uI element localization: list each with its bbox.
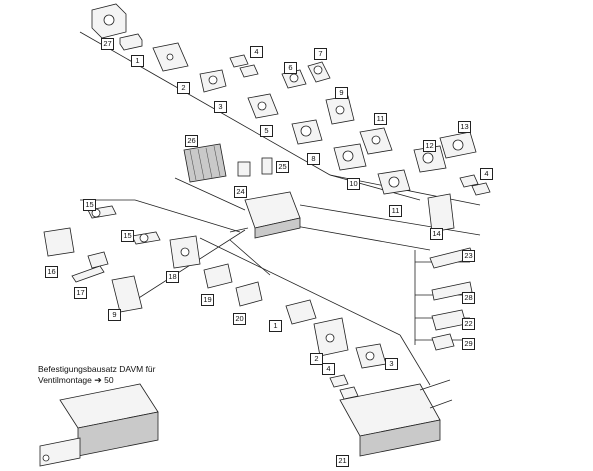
part-label-24: 24 (234, 186, 247, 198)
caption-page-ref: 50 (104, 375, 114, 385)
part-label-21: 21 (336, 455, 349, 467)
caption-line-2-text: Ventilmontage (38, 375, 92, 385)
part-label-27: 27 (101, 38, 114, 50)
part-label-28: 28 (462, 292, 475, 304)
part-label-2: 2 (177, 82, 190, 94)
part-label-25: 25 (276, 161, 289, 173)
part-label-13: 13 (458, 121, 471, 133)
part-label-9: 9 (108, 309, 121, 321)
part-label-1: 1 (131, 55, 144, 67)
part-label-6: 6 (284, 62, 297, 74)
part-label-29: 29 (462, 338, 475, 350)
part-label-7: 7 (314, 48, 327, 60)
part-label-9: 9 (335, 87, 348, 99)
part-label-20: 20 (233, 313, 246, 325)
part-label-22: 22 (462, 318, 475, 330)
part-label-4: 4 (250, 46, 263, 58)
part-label-2: 2 (310, 353, 323, 365)
part-label-16: 16 (45, 266, 58, 278)
part-label-19: 19 (201, 294, 214, 306)
part-shapes (39, 3, 491, 467)
part-label-17: 17 (74, 287, 87, 299)
part-label-18: 18 (166, 271, 179, 283)
part-label-4: 4 (480, 168, 493, 180)
part-label-3: 3 (214, 101, 227, 113)
part-label-15: 15 (83, 199, 96, 211)
part-label-26: 26 (185, 135, 198, 147)
part-label-23: 23 (462, 250, 475, 262)
mounting-kit-caption: Befestigungsbausatz DAVM für Ventilmonta… (38, 364, 198, 386)
arrow-right-icon: ➔ (94, 375, 102, 385)
part-label-5: 5 (260, 125, 273, 137)
part-label-3: 3 (385, 358, 398, 370)
caption-line-2: Ventilmontage ➔ 50 (38, 375, 198, 386)
caption-line-1: Befestigungsbausatz DAVM für (38, 364, 156, 374)
part-label-11: 11 (389, 205, 402, 217)
part-label-12: 12 (423, 140, 436, 152)
part-label-10: 10 (347, 178, 360, 190)
part-label-4: 4 (322, 363, 335, 375)
part-label-15: 15 (121, 230, 134, 242)
part-label-14: 14 (430, 228, 443, 240)
part-label-1: 1 (269, 320, 282, 332)
part-label-8: 8 (307, 153, 320, 165)
part-label-11: 11 (374, 113, 387, 125)
